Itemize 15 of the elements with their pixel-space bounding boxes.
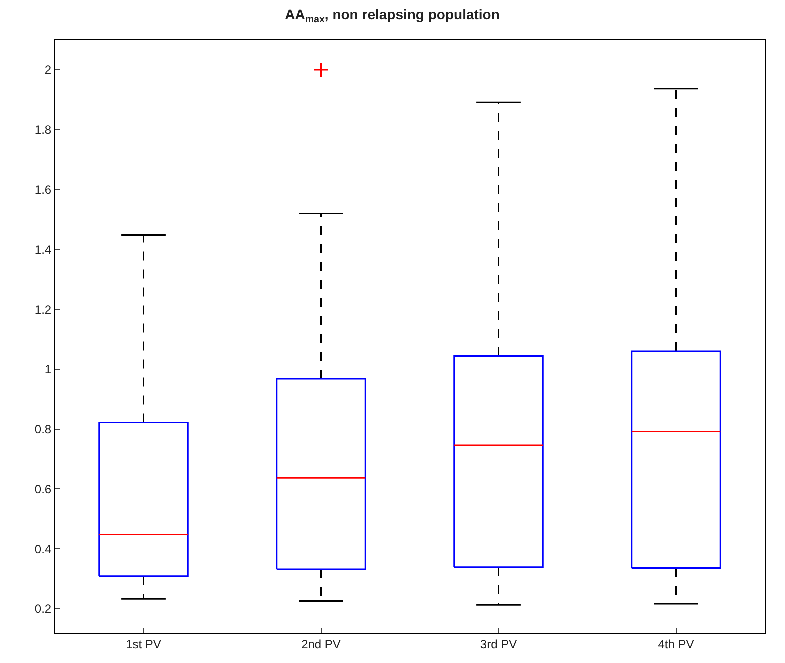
y-tick-label: 0.2 [34, 602, 52, 616]
chart-title: AA$_{max}$, non relapsing population [285, 6, 500, 26]
x-tick-label: 2nd PV [302, 637, 341, 652]
y-tick-label: 1.8 [34, 123, 52, 138]
y-tick-label: 1 [44, 362, 52, 377]
y-tick-label: 2 [44, 63, 52, 78]
y-tick-label: 1.6 [34, 182, 52, 197]
x-tick-label: 3rd PV [480, 637, 518, 652]
y-tick-label: 0.8 [34, 422, 52, 437]
y-tick-label: 0.4 [34, 542, 52, 556]
x-tick-label: 1st PV [126, 637, 162, 652]
y-tick-label: 0.6 [34, 482, 52, 496]
y-tick-label: 1.2 [34, 302, 52, 317]
x-tick-label: 4th PV [658, 637, 694, 652]
y-tick-label: 1.4 [34, 242, 52, 257]
